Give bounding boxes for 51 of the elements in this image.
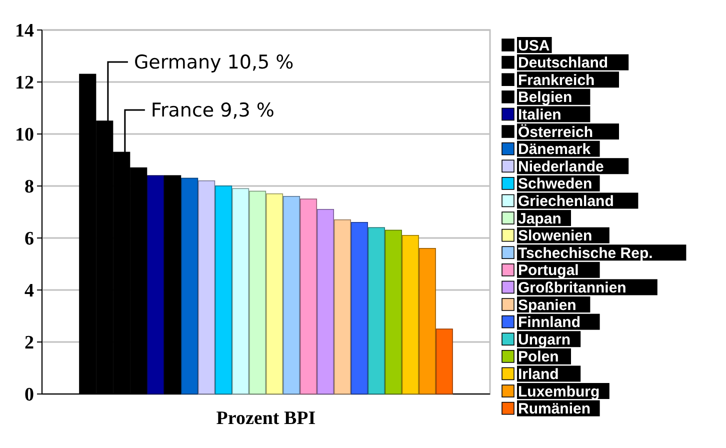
legend-label: Belgien — [518, 89, 572, 106]
bar — [147, 175, 164, 394]
x-axis-title: Prozent BPI — [216, 408, 316, 429]
annotation: Germany 10,5 % — [134, 52, 294, 74]
legend-label: Irland — [518, 366, 559, 383]
legend-label: Portugal — [518, 262, 579, 280]
y-tick-label: 2 — [24, 332, 34, 354]
bar — [282, 196, 300, 394]
bar — [300, 198, 318, 394]
bar — [266, 193, 284, 394]
legend-label: Polen — [518, 348, 559, 366]
bar — [350, 222, 368, 394]
bar — [436, 328, 453, 394]
y-tick-label: 0 — [24, 384, 34, 406]
bar — [248, 190, 266, 394]
legend-label: Slowenien — [518, 228, 592, 245]
bar — [214, 186, 232, 394]
y-tick-label: 12 — [15, 72, 34, 94]
legend-label: USA — [518, 37, 550, 54]
annotation: France 9,3 % — [150, 100, 274, 122]
y-tick-label: 4 — [24, 280, 34, 302]
legend-label: Ungarn — [518, 331, 570, 348]
legend-label: Griechenland — [518, 192, 614, 210]
legend-label: Spanien — [518, 296, 576, 314]
bar — [334, 219, 351, 394]
bar — [402, 235, 419, 394]
legend-label: Niederlande — [518, 158, 604, 176]
legend-label: Schweden — [518, 176, 592, 193]
legend-label: Großbritannien — [518, 279, 626, 296]
bar — [368, 227, 385, 394]
legend-label: Deutschland — [518, 54, 608, 72]
y-tick-label: 6 — [24, 228, 34, 250]
legend-label: Italien — [518, 106, 562, 124]
legend-label: Tschechische Rep. — [518, 244, 653, 262]
y-tick-label: 14 — [15, 20, 34, 42]
bar — [384, 230, 402, 394]
bar — [198, 180, 216, 394]
legend-label: Finnland — [518, 314, 580, 332]
legend-label: Luxemburg — [518, 383, 600, 400]
bar — [181, 178, 198, 394]
legend-label: Japan — [518, 210, 562, 228]
legend-label: Dänemark — [518, 141, 592, 158]
bar — [418, 248, 436, 394]
bar — [164, 175, 182, 394]
bar — [316, 209, 334, 394]
y-tick-label: 10 — [15, 124, 34, 146]
legend-label: Österreich — [518, 124, 594, 141]
legend-label: Rumänien — [518, 400, 591, 418]
bar — [232, 188, 250, 394]
legend-label: Frankreich — [518, 72, 595, 89]
y-tick-label: 8 — [24, 176, 34, 198]
